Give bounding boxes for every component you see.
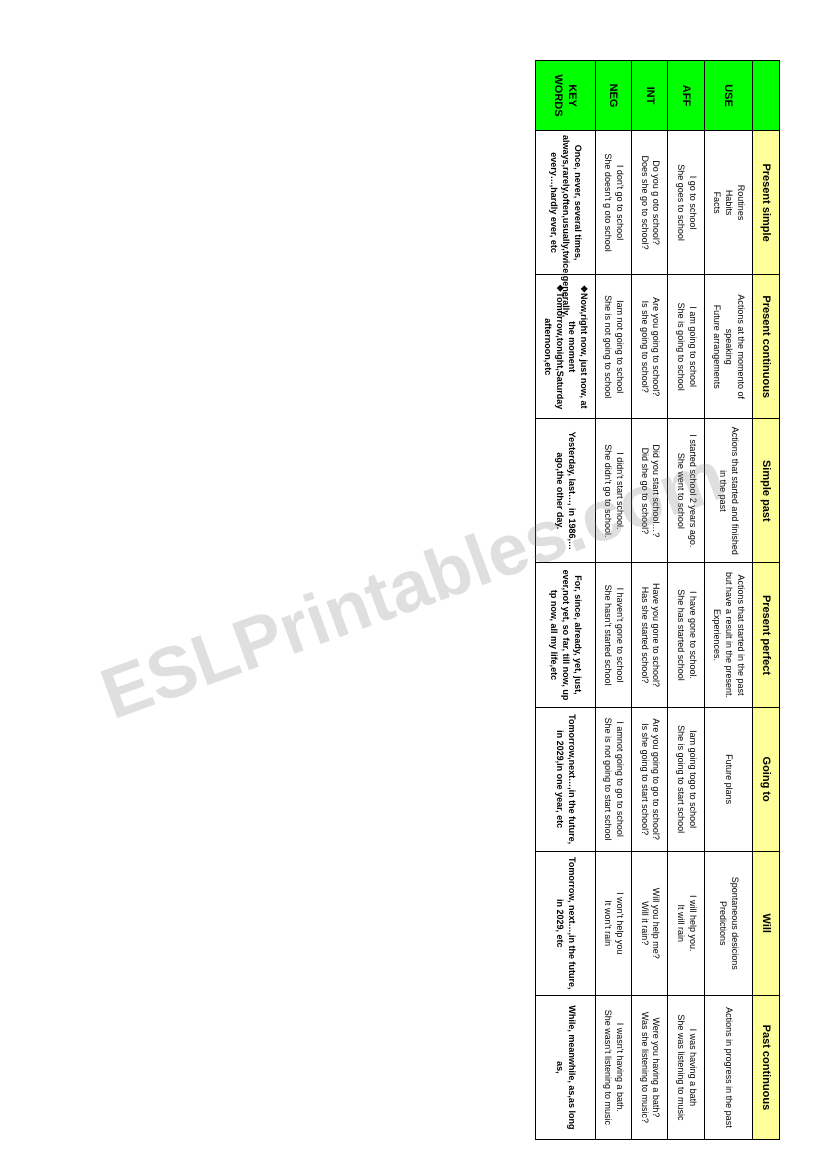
cell-aff-0: I go to schoolShe goes to school: [668, 131, 704, 275]
cell-use-3: Actions that started in the past but hav…: [704, 563, 752, 707]
col-past-continuous: Past continuous: [752, 995, 779, 1139]
cell-kw-5: Tomorrow, next…,in the future, in 2029, …: [535, 851, 595, 995]
cell-int-4: Are you going to go to school?Is she goi…: [631, 707, 667, 851]
col-will: Will: [752, 851, 779, 995]
row-header-neg: NEG: [595, 61, 631, 131]
row-header-aff: AFF: [668, 61, 704, 131]
cell-use-6: Actions in progress in the past: [704, 995, 752, 1139]
row-use: USE RoutinesHabitsFacts Actions at the m…: [704, 61, 752, 1140]
row-header-int: INT: [631, 61, 667, 131]
row-aff: AFF I go to schoolShe goes to school I a…: [668, 61, 704, 1140]
cell-neg-3: I haven't gone to schoolShe hasn't start…: [595, 563, 631, 707]
cell-int-6: Were you having a bath?Was she listening…: [631, 995, 667, 1139]
header-row: Present simple Present continuous Simple…: [752, 61, 779, 1140]
cell-int-1: Are you going to school?Is she going to …: [631, 275, 667, 419]
cell-aff-5: I will help you.It will rain: [668, 851, 704, 995]
col-going-to: Going to: [752, 707, 779, 851]
cell-kw-6: While, meanwhile, as,as long as,: [535, 995, 595, 1139]
cell-neg-0: I don't go to schoolShe doesn't g oto sc…: [595, 131, 631, 275]
corner-cell: [752, 61, 779, 131]
tenses-table: Present simple Present continuous Simple…: [535, 60, 780, 1140]
cell-aff-6: I was having a bathShe was listening to …: [668, 995, 704, 1139]
cell-kw-4: Tomorrow,next…,in the future, in 2029,in…: [535, 707, 595, 851]
cell-use-2: Actions that started and finished in the…: [704, 419, 752, 563]
cell-aff-4: Iam going togo to schoolShe is going to …: [668, 707, 704, 851]
cell-kw-3: For, since, already, yet, just, ever,not…: [535, 563, 595, 707]
cell-aff-3: I have gone to school.She has started sc…: [668, 563, 704, 707]
cell-int-0: Do you g oto school?Does she go to schoo…: [631, 131, 667, 275]
row-neg: NEG I don't go to schoolShe doesn't g ot…: [595, 61, 631, 1140]
col-present-simple: Present simple: [752, 131, 779, 275]
cell-int-5: Will you help me?Will it rain?: [631, 851, 667, 995]
cell-use-5: Spontaneous desicionsPredictions: [704, 851, 752, 995]
cell-int-3: Have you gone to school?Has she started …: [631, 563, 667, 707]
cell-use-1: Actions at the momento of speakingFuture…: [704, 275, 752, 419]
cell-use-0: RoutinesHabitsFacts: [704, 131, 752, 275]
row-keywords: KEY WORDS Once, never, several times, al…: [535, 61, 595, 1140]
cell-neg-4: I amnot going to go to schoolShe is not …: [595, 707, 631, 851]
cell-int-2: Did you start school…?Did she go to scho…: [631, 419, 667, 563]
row-header-use: USE: [704, 61, 752, 131]
col-simple-past: Simple past: [752, 419, 779, 563]
cell-aff-2: I started school 2 years ago.She went to…: [668, 419, 704, 563]
cell-use-4: Future plans: [704, 707, 752, 851]
cell-neg-1: Iam not going to schoolShe is not going …: [595, 275, 631, 419]
cell-neg-6: I wasn't having a bath.She wasn't listen…: [595, 995, 631, 1139]
col-present-perfect: Present perfect: [752, 563, 779, 707]
cell-kw-0: Once, never, several times, always,rarel…: [535, 131, 595, 275]
cell-kw-2: Yesterday, last…, in 1986,…ago,the other…: [535, 419, 595, 563]
row-header-keywords: KEY WORDS: [535, 61, 595, 131]
table-container: Present simple Present continuous Simple…: [535, 60, 780, 1140]
cell-neg-5: I won't help youIt won't rain: [595, 851, 631, 995]
col-present-continuous: Present continuous: [752, 275, 779, 419]
cell-aff-1: I am going to schoolShe is going to scho…: [668, 275, 704, 419]
row-int: INT Do you g oto school?Does she go to s…: [631, 61, 667, 1140]
cell-neg-2: I didn't start school.She didn't go to s…: [595, 419, 631, 563]
